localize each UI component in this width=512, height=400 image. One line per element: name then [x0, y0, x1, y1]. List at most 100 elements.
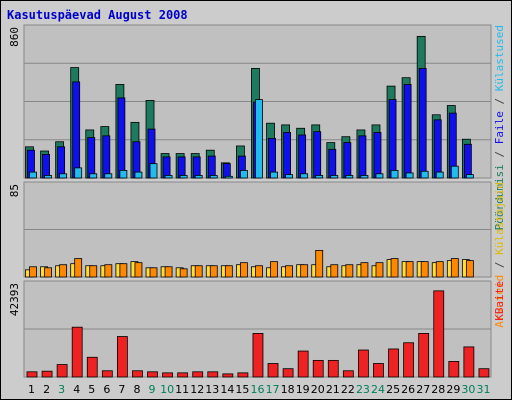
x-tick-label: 17: [266, 383, 280, 396]
bar-kbaite: [132, 370, 143, 378]
bar-arvuteid: [300, 264, 309, 278]
bar-kulastused: [134, 171, 143, 179]
bar-faile: [57, 146, 66, 179]
bar-kbaite: [147, 371, 158, 378]
y-max-label: 860: [8, 27, 21, 47]
x-tick-label: 2: [43, 383, 50, 396]
bar-arvuteid: [240, 262, 248, 278]
legend-entry: /: [493, 91, 506, 111]
x-tick-label: 13: [205, 383, 219, 396]
bar-kbaite: [342, 370, 354, 378]
x-tick-label: 23: [356, 383, 370, 396]
bar-kulastused: [194, 175, 203, 179]
bar-kbaite: [192, 371, 204, 378]
bar-kulastused: [375, 173, 384, 179]
bar-kulastused: [164, 175, 173, 179]
legend-bottom: KBaite: [493, 281, 506, 321]
bar-kbaite: [388, 348, 399, 378]
bar-faile: [42, 153, 50, 179]
bar-kulastused: [465, 174, 474, 179]
bar-kbaite: [101, 370, 113, 378]
x-tick-label: 28: [431, 383, 445, 396]
bar-kbaite: [267, 363, 279, 378]
bar-kulastused: [224, 175, 233, 179]
legend-entry: /: [493, 144, 506, 164]
bar-kbaite: [403, 342, 415, 378]
x-tick-label: 18: [281, 383, 295, 396]
bar-kbaite: [358, 349, 369, 378]
bar-kulastused: [330, 175, 339, 179]
bar-kbaite: [433, 290, 445, 378]
bar-faile: [117, 97, 126, 179]
x-tick-label: 19: [296, 383, 310, 396]
bar-faile: [162, 156, 171, 179]
bar-arvuteid: [465, 260, 474, 278]
bar-arvuteid: [44, 267, 52, 278]
bar-kulastused: [270, 171, 278, 179]
bar-kulastused: [209, 175, 218, 179]
x-tick-label: 30: [461, 383, 475, 396]
bar-kbaite: [56, 364, 68, 378]
bar-kulastused: [435, 171, 444, 179]
x-tick-label: 15: [235, 383, 249, 396]
x-tick-label: 21: [326, 383, 340, 396]
legend-entry: Külastajaid: [493, 182, 506, 255]
bar-kbaite: [71, 326, 83, 378]
bar-arvuteid: [74, 258, 83, 278]
bar-faile: [433, 119, 442, 179]
bar-kbaite: [177, 372, 189, 378]
x-tick-label: 26: [401, 383, 415, 396]
bar-arvuteid: [209, 265, 218, 278]
bar-kulastused: [44, 175, 52, 179]
bar-kbaite: [282, 368, 294, 378]
bar-arvuteid: [405, 261, 414, 278]
bar-arvuteid: [119, 263, 128, 278]
x-tick-label: 27: [416, 383, 430, 396]
bar-kulastused: [300, 173, 309, 179]
bar-arvuteid: [255, 265, 263, 278]
legend-entry: KBaite: [493, 281, 506, 321]
y-max-label: 85: [8, 184, 21, 197]
bar-kbaite: [207, 371, 219, 378]
bar-kulastused: [420, 170, 429, 179]
bar-kbaite: [116, 336, 128, 378]
bar-arvuteid: [89, 265, 98, 278]
x-tick-label: 3: [58, 383, 65, 396]
bar-arvuteid: [179, 268, 188, 278]
bar-kulastused: [315, 175, 324, 179]
bar-faile: [463, 143, 472, 179]
bar-kbaite: [418, 333, 430, 378]
bar-arvuteid: [345, 264, 354, 278]
bar-kbaite: [162, 372, 173, 378]
bar-kbaite: [222, 373, 234, 378]
bar-kulastused: [179, 175, 188, 179]
bar-kulastused: [29, 171, 37, 179]
bar-faile: [283, 132, 291, 179]
x-tick-label: 10: [160, 383, 174, 396]
bar-kulastused: [255, 99, 263, 179]
bar-kbaite: [86, 356, 98, 378]
bar-kbaite: [448, 361, 460, 378]
legend-entry: Pöördumisi: [493, 164, 506, 230]
x-tick-label: 12: [190, 383, 204, 396]
bar-kbaite: [463, 346, 475, 378]
x-tick-label: 1: [28, 383, 35, 396]
bar-faile: [403, 84, 412, 179]
x-tick-label: 6: [103, 383, 110, 396]
bar-arvuteid: [435, 261, 444, 278]
bar-arvuteid: [224, 265, 233, 278]
bar-kbaite: [252, 333, 264, 378]
x-tick-label: 29: [446, 383, 460, 396]
x-tick-label: 14: [220, 383, 234, 396]
chart-title: Kasutuspäevad August 2008: [7, 8, 188, 22]
bar-faile: [313, 131, 322, 179]
legend-entry: /: [493, 255, 506, 275]
bar-arvuteid: [390, 258, 399, 278]
bar-kulastused: [240, 170, 248, 179]
bar-arvuteid: [285, 265, 293, 278]
bar-faile: [102, 135, 111, 179]
x-tick-label: 24: [371, 383, 385, 396]
legend-entry: Arvuteid: [493, 275, 506, 328]
bar-kulastused: [285, 174, 293, 179]
